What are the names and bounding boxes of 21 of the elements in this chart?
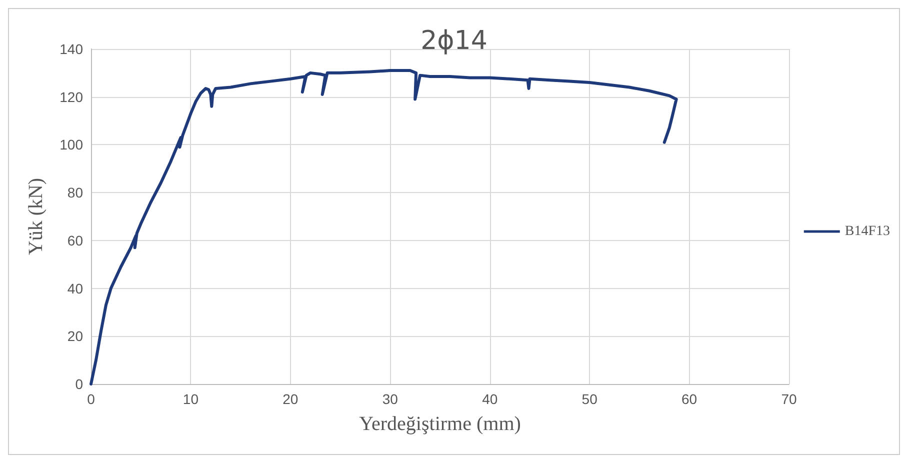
x-tick-label: 60 (681, 391, 698, 407)
x-tick-label: 20 (282, 391, 298, 407)
line-series (90, 69, 678, 386)
y-tick-label: 40 (67, 280, 84, 296)
x-tick-label: 40 (482, 391, 498, 407)
y-tick-label: 20 (67, 328, 84, 344)
legend-label: B14F13 (844, 224, 890, 239)
y-tick-label: 0 (75, 376, 84, 392)
y-tick-label: 60 (67, 232, 84, 248)
y-axis-title: Yük (kN) (25, 178, 47, 256)
x-tick-label: 30 (382, 391, 398, 407)
x-axis-title: Yerdeğiştirme (mm) (359, 413, 521, 435)
y-tick-label: 120 (60, 88, 84, 105)
x-tick-label: 10 (182, 391, 199, 407)
y-tick-label: 140 (60, 41, 84, 57)
y-tick-label: 80 (67, 184, 84, 201)
chart-title: 2ϕ14 (420, 26, 488, 56)
x-tick-label: 0 (87, 391, 96, 407)
y-tick-label: 100 (60, 136, 84, 153)
x-tick-label: 70 (781, 391, 797, 407)
x-tick-label: 50 (582, 391, 598, 407)
